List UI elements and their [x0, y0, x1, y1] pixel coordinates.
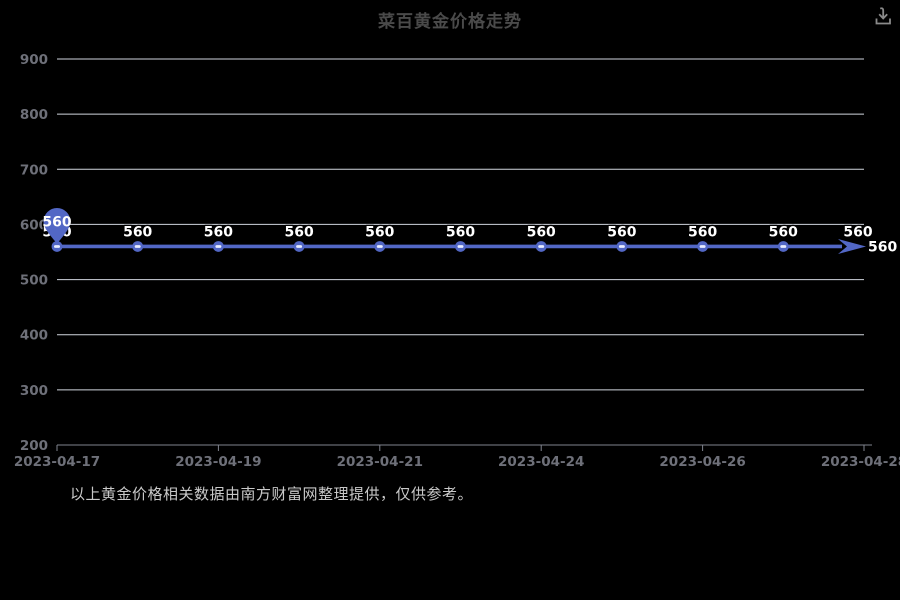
data-point-glyph: [134, 245, 141, 248]
footer-note: 以上黄金价格相关数据由南方财富网整理提供，仅供参考。: [70, 485, 474, 503]
markpoint-label: 560: [42, 214, 71, 230]
data-point-glyph: [780, 245, 787, 248]
x-axis-tick-label: 2023-04-28: [821, 454, 900, 470]
download-icon: [875, 7, 891, 25]
markline-arrow: [838, 238, 866, 254]
y-axis-tick-label: 200: [20, 438, 48, 454]
data-point-glyph: [699, 245, 706, 248]
point-value-label: 560: [284, 224, 313, 240]
point-value-label: 560: [688, 224, 717, 240]
chart-title: 菜百黄金价格走势: [378, 12, 522, 32]
data-point-glyph: [457, 245, 464, 248]
point-value-label: 560: [607, 224, 636, 240]
data-point-glyph: [376, 245, 383, 248]
download-button[interactable]: [870, 4, 896, 30]
data-point-glyph: [54, 245, 60, 248]
point-value-label: 560: [843, 224, 872, 240]
y-axis-tick-label: 900: [20, 52, 48, 68]
x-axis-tick-label: 2023-04-17: [14, 454, 100, 470]
x-axis-tick-label: 2023-04-24: [498, 454, 584, 470]
point-value-label: 560: [123, 224, 152, 240]
y-axis-tick-label: 700: [20, 162, 48, 178]
price-line-chart: 200 300 400 500 600 700 800 900 2023-04-17 2023-0…: [14, 52, 900, 470]
data-point-glyph: [296, 245, 303, 248]
y-axis-tick-label: 500: [20, 273, 48, 289]
markpoint-pin[interactable]: [43, 207, 71, 244]
x-axis-tick-label: 2023-04-19: [175, 454, 261, 470]
point-value-label: 560: [204, 224, 233, 240]
point-value-label: 560: [446, 224, 475, 240]
y-axis-tick-label: 400: [20, 328, 48, 344]
y-axis-tick-label: 800: [20, 107, 48, 123]
data-point-glyph: [215, 245, 222, 248]
point-value-label: 560: [769, 224, 798, 240]
markline-end-label: 560: [868, 239, 897, 255]
data-point-glyph: [618, 245, 625, 248]
x-axis-tick-label: 2023-04-26: [659, 454, 745, 470]
point-value-label: 560: [365, 224, 394, 240]
point-value-label: 560: [527, 224, 556, 240]
y-axis-tick-label: 300: [20, 383, 48, 399]
data-point-glyph: [538, 245, 545, 248]
y-axis-tick-label: 600: [20, 217, 48, 233]
x-axis-tick-label: 2023-04-21: [337, 454, 423, 470]
